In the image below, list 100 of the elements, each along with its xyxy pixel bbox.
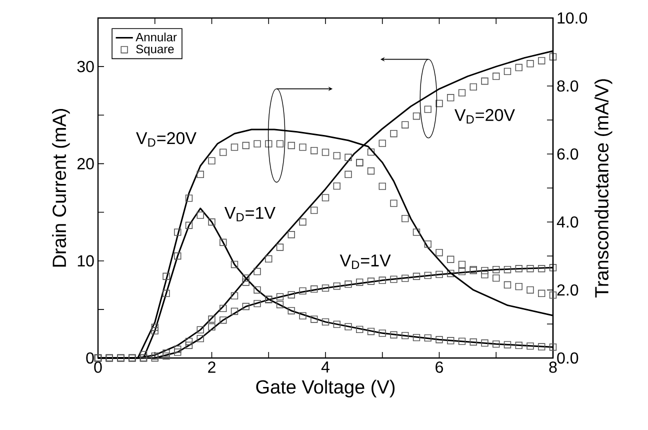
point (515, 265, 522, 272)
point (436, 336, 443, 344)
point (515, 342, 522, 350)
point (344, 170, 352, 178)
point (185, 342, 193, 349)
point (481, 78, 488, 85)
point (458, 338, 466, 345)
point (276, 301, 284, 308)
point (310, 316, 318, 323)
point (254, 300, 261, 308)
point (402, 121, 409, 128)
point (412, 334, 420, 342)
annotation: V$_{D}$=20V (454, 109, 515, 124)
point (424, 106, 432, 113)
point (162, 290, 170, 297)
point (412, 272, 420, 280)
y2-axis-title: Transconductance (mA/V) (594, 79, 612, 298)
point (162, 350, 170, 357)
point (174, 228, 182, 236)
point (492, 266, 500, 274)
point (276, 293, 284, 300)
y2-tick-label: 10.0 (558, 12, 588, 24)
point (526, 286, 534, 294)
point (436, 248, 443, 256)
point (390, 200, 398, 207)
point (436, 100, 443, 108)
point (276, 244, 284, 251)
y2-tick-label: 4.0 (556, 216, 578, 228)
point (288, 307, 295, 314)
point (230, 308, 238, 315)
point (481, 266, 488, 274)
x-tick-label: 4 (321, 362, 330, 373)
y2-tick-label: 8.0 (557, 80, 578, 92)
point (230, 260, 238, 268)
point (538, 343, 546, 350)
point (174, 346, 182, 353)
legend-label: Square (136, 44, 174, 56)
point (390, 276, 398, 283)
point (242, 142, 250, 150)
point (378, 182, 386, 190)
point (412, 228, 420, 236)
point (526, 342, 534, 350)
point (356, 326, 364, 334)
point (367, 148, 375, 156)
point (344, 323, 352, 330)
point (220, 304, 227, 312)
y2-tick-label: 6.0 (557, 148, 578, 160)
x-tick-label: 0 (94, 362, 102, 373)
point (515, 282, 522, 290)
point (208, 157, 216, 164)
point (402, 214, 409, 222)
point (322, 148, 330, 156)
point (515, 64, 522, 72)
point (504, 341, 512, 348)
point (356, 278, 364, 286)
point (265, 255, 272, 262)
point (310, 146, 318, 154)
y2-tick-label: 2.0 (557, 284, 578, 296)
x-tick-label: 8 (549, 362, 557, 373)
point (288, 291, 295, 298)
point (174, 252, 182, 260)
point (322, 194, 330, 202)
point (367, 328, 375, 336)
point (344, 154, 352, 161)
point (299, 144, 306, 151)
point (447, 337, 454, 344)
point (196, 212, 204, 219)
point (242, 278, 250, 286)
point (549, 291, 557, 299)
y-axis-title: Drain Current (mA) (52, 108, 70, 267)
point (492, 340, 500, 348)
point (310, 285, 318, 293)
point (162, 272, 170, 280)
point (310, 206, 318, 214)
point (390, 331, 398, 338)
point (322, 284, 330, 292)
point (390, 130, 398, 138)
point (174, 348, 182, 356)
point (242, 274, 250, 282)
point (378, 276, 386, 284)
point (492, 274, 500, 282)
point (436, 270, 443, 278)
point (402, 332, 409, 340)
point (196, 326, 204, 334)
point (162, 352, 170, 360)
point (151, 324, 158, 331)
y-tick-label: 0 (86, 352, 94, 364)
point (265, 140, 272, 148)
point (185, 338, 193, 346)
annotation: V$_{D}$=1V (224, 207, 276, 222)
point (254, 286, 261, 294)
point (367, 167, 375, 175)
point (526, 60, 534, 68)
x-axis-title: Gate Voltage (V) (256, 380, 395, 398)
point (504, 266, 512, 274)
point (504, 281, 512, 288)
annotation: V$_{D}$=1V (340, 254, 391, 269)
point (424, 272, 432, 280)
point (220, 316, 227, 324)
point (196, 334, 204, 342)
